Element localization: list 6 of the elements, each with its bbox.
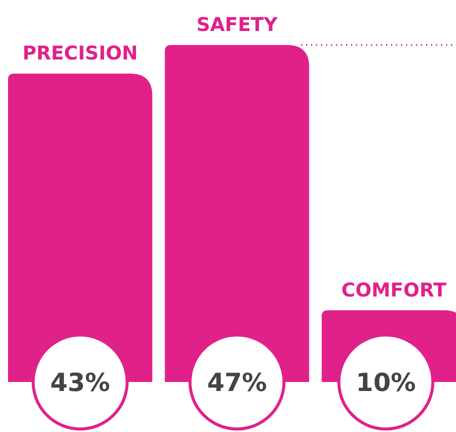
- data-label: 43%: [50, 368, 110, 397]
- data-label: 10%: [356, 368, 416, 397]
- x-tick-label: COMFORT: [341, 279, 446, 302]
- x-tick-label: PRECISION: [22, 42, 138, 65]
- data-label: 47%: [207, 368, 267, 397]
- x-tick-label: SAFETY: [196, 14, 278, 36]
